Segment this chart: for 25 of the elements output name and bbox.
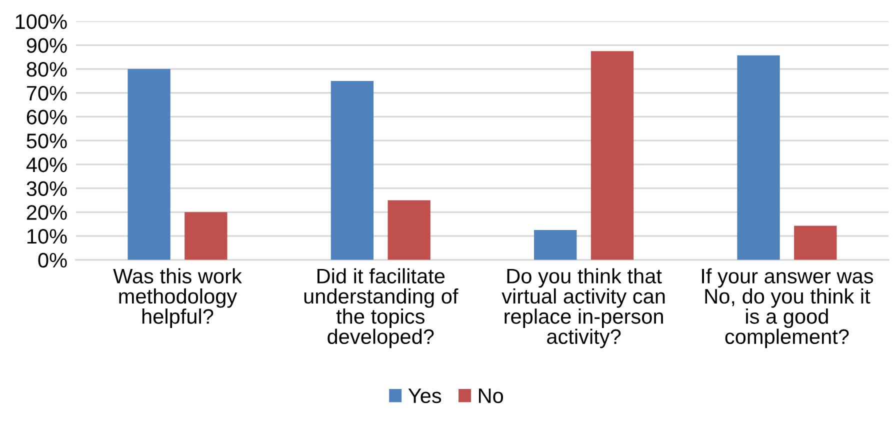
legend-label: No — [478, 388, 504, 404]
bar — [388, 200, 430, 260]
y-tick-label: 100% — [16, 14, 67, 30]
bar — [330, 80, 374, 260]
bar — [590, 51, 634, 260]
y-tick-label: 50% — [26, 134, 67, 148]
y-tick-label: 80% — [26, 62, 67, 77]
x-tick-label: Did it facilitate understanding of the topics developed? — [304, 268, 458, 348]
bar — [184, 212, 228, 260]
bar — [794, 226, 837, 260]
bar — [737, 55, 780, 260]
x-tick-label: If your answer was No, do you think it is a good complement? — [702, 268, 874, 348]
y-tick-label: 20% — [26, 205, 67, 220]
bar — [128, 69, 170, 260]
bar — [534, 230, 577, 260]
y-tick-label: 30% — [26, 181, 67, 196]
y-tick-label: 10% — [27, 229, 67, 244]
legend-label: Yes — [408, 388, 442, 404]
y-tick-label: 0% — [38, 252, 67, 268]
y-tick-label: 70% — [26, 86, 67, 101]
y-tick-label: 60% — [26, 110, 67, 124]
x-tick-label: Was this work methodology helpful? — [113, 268, 242, 328]
y-tick-label: 90% — [26, 38, 67, 53]
x-tick-label: Do you think that virtual activity can replace in-person activity? — [502, 268, 665, 348]
y-tick-label: 40% — [26, 157, 67, 172]
